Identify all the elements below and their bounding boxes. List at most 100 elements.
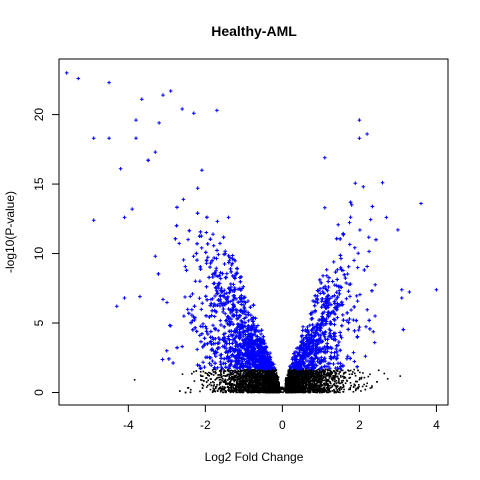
non-significant-point [365, 385, 368, 387]
non-significant-point [218, 376, 221, 379]
non-significant-point [310, 370, 313, 373]
non-significant-point [288, 385, 290, 388]
non-significant-point [276, 388, 278, 391]
non-significant-point [275, 390, 278, 393]
non-significant-point [232, 386, 234, 388]
non-significant-point [315, 377, 318, 379]
non-significant-point [279, 389, 282, 391]
non-significant-point [285, 381, 287, 384]
non-significant-point [235, 379, 237, 381]
non-significant-point [298, 389, 301, 392]
non-significant-point [237, 386, 239, 388]
non-significant-point [300, 388, 302, 390]
non-significant-point [260, 375, 262, 378]
significant-point [334, 297, 338, 302]
non-significant-point [266, 388, 269, 391]
non-significant-point [260, 387, 263, 390]
non-significant-point [232, 386, 235, 389]
non-significant-point [301, 381, 304, 384]
non-significant-point [235, 374, 238, 377]
non-significant-point [336, 386, 338, 388]
non-significant-point [316, 369, 318, 371]
non-significant-point [236, 382, 238, 385]
non-significant-point [328, 373, 331, 375]
non-significant-point [291, 371, 293, 374]
non-significant-point [239, 390, 242, 392]
significant-point [348, 242, 352, 247]
non-significant-point [311, 376, 314, 378]
non-significant-point [294, 385, 297, 388]
non-significant-point [252, 391, 255, 393]
non-significant-point [274, 370, 276, 372]
non-significant-point [133, 379, 136, 381]
non-significant-point [333, 377, 336, 380]
non-significant-point [313, 381, 315, 384]
non-significant-point [313, 370, 315, 373]
non-significant-point [245, 377, 248, 380]
non-significant-point [212, 374, 215, 376]
non-significant-point [242, 383, 244, 386]
significant-point [208, 303, 212, 308]
non-significant-point [318, 372, 321, 375]
non-significant-point [342, 384, 344, 386]
non-significant-point [218, 370, 221, 372]
non-significant-point [246, 371, 248, 373]
non-significant-point [310, 375, 312, 377]
non-significant-point [239, 372, 242, 374]
non-significant-point [292, 375, 295, 378]
non-significant-point [346, 380, 348, 382]
non-significant-point [362, 372, 364, 374]
non-significant-point [277, 381, 280, 383]
non-significant-point [230, 380, 232, 382]
non-significant-point [301, 383, 303, 386]
non-significant-point [309, 373, 312, 376]
non-significant-point [228, 386, 230, 389]
non-significant-point [253, 387, 255, 389]
non-significant-point [315, 382, 318, 385]
non-significant-point [247, 379, 250, 382]
non-significant-point [319, 378, 322, 380]
non-significant-point [312, 388, 314, 391]
non-significant-point [326, 370, 329, 372]
non-significant-point [302, 381, 305, 384]
non-significant-point [271, 381, 274, 383]
non-significant-point [214, 390, 217, 393]
non-significant-point [259, 378, 261, 381]
non-significant-point [206, 372, 208, 375]
non-significant-point [270, 378, 272, 380]
non-significant-point [297, 381, 299, 384]
non-significant-point [232, 370, 234, 372]
non-significant-point [313, 388, 315, 390]
non-significant-point [259, 386, 261, 389]
non-significant-point [317, 384, 320, 387]
non-significant-point [306, 380, 309, 382]
non-significant-point [260, 388, 263, 391]
non-significant-point [256, 390, 258, 393]
non-significant-point [249, 371, 251, 373]
non-significant-point [355, 389, 357, 391]
non-significant-point [273, 391, 276, 393]
non-significant-point [287, 390, 290, 393]
non-significant-point [284, 386, 287, 388]
non-significant-point [265, 380, 267, 383]
non-significant-point [290, 386, 293, 389]
non-significant-point [308, 386, 311, 389]
non-significant-point [269, 386, 271, 388]
non-significant-point [251, 371, 254, 374]
non-significant-point [270, 379, 272, 381]
non-significant-point [319, 370, 321, 372]
non-significant-point [254, 391, 256, 393]
non-significant-point [243, 370, 246, 373]
non-significant-point [351, 373, 353, 375]
non-significant-point [305, 368, 307, 370]
non-significant-point [328, 369, 330, 371]
non-significant-point [244, 377, 247, 379]
non-significant-point [276, 386, 278, 389]
non-significant-point [223, 369, 225, 371]
non-significant-point [213, 368, 215, 371]
non-significant-point [357, 369, 359, 372]
non-significant-point [273, 380, 275, 382]
non-significant-point [221, 385, 224, 388]
non-significant-point [293, 380, 295, 383]
non-significant-point [302, 380, 304, 383]
